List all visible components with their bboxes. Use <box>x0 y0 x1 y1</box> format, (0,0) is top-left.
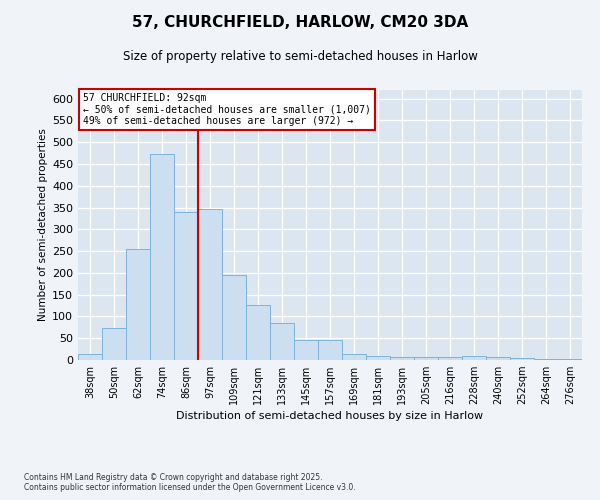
Bar <box>78 354 102 360</box>
X-axis label: Distribution of semi-detached houses by size in Harlow: Distribution of semi-detached houses by … <box>176 412 484 422</box>
Bar <box>558 358 582 360</box>
Bar <box>510 358 534 360</box>
Bar <box>246 305 270 360</box>
Bar <box>126 250 150 360</box>
Bar <box>342 354 366 360</box>
Bar <box>414 358 438 360</box>
Bar <box>534 359 558 360</box>
Bar <box>462 356 486 360</box>
Bar <box>198 209 222 360</box>
Bar <box>438 356 462 360</box>
Text: Contains HM Land Registry data © Crown copyright and database right 2025.
Contai: Contains HM Land Registry data © Crown c… <box>24 472 356 492</box>
Y-axis label: Number of semi-detached properties: Number of semi-detached properties <box>38 128 48 322</box>
Bar <box>102 328 126 360</box>
Text: Size of property relative to semi-detached houses in Harlow: Size of property relative to semi-detach… <box>122 50 478 63</box>
Bar <box>366 356 390 360</box>
Bar <box>390 356 414 360</box>
Bar <box>294 340 318 360</box>
Bar <box>318 340 342 360</box>
Bar <box>150 154 174 360</box>
Bar <box>270 322 294 360</box>
Text: 57, CHURCHFIELD, HARLOW, CM20 3DA: 57, CHURCHFIELD, HARLOW, CM20 3DA <box>132 15 468 30</box>
Bar <box>222 274 246 360</box>
Text: 57 CHURCHFIELD: 92sqm
← 50% of semi-detached houses are smaller (1,007)
49% of s: 57 CHURCHFIELD: 92sqm ← 50% of semi-deta… <box>83 92 371 126</box>
Bar <box>174 212 198 360</box>
Bar <box>486 358 510 360</box>
